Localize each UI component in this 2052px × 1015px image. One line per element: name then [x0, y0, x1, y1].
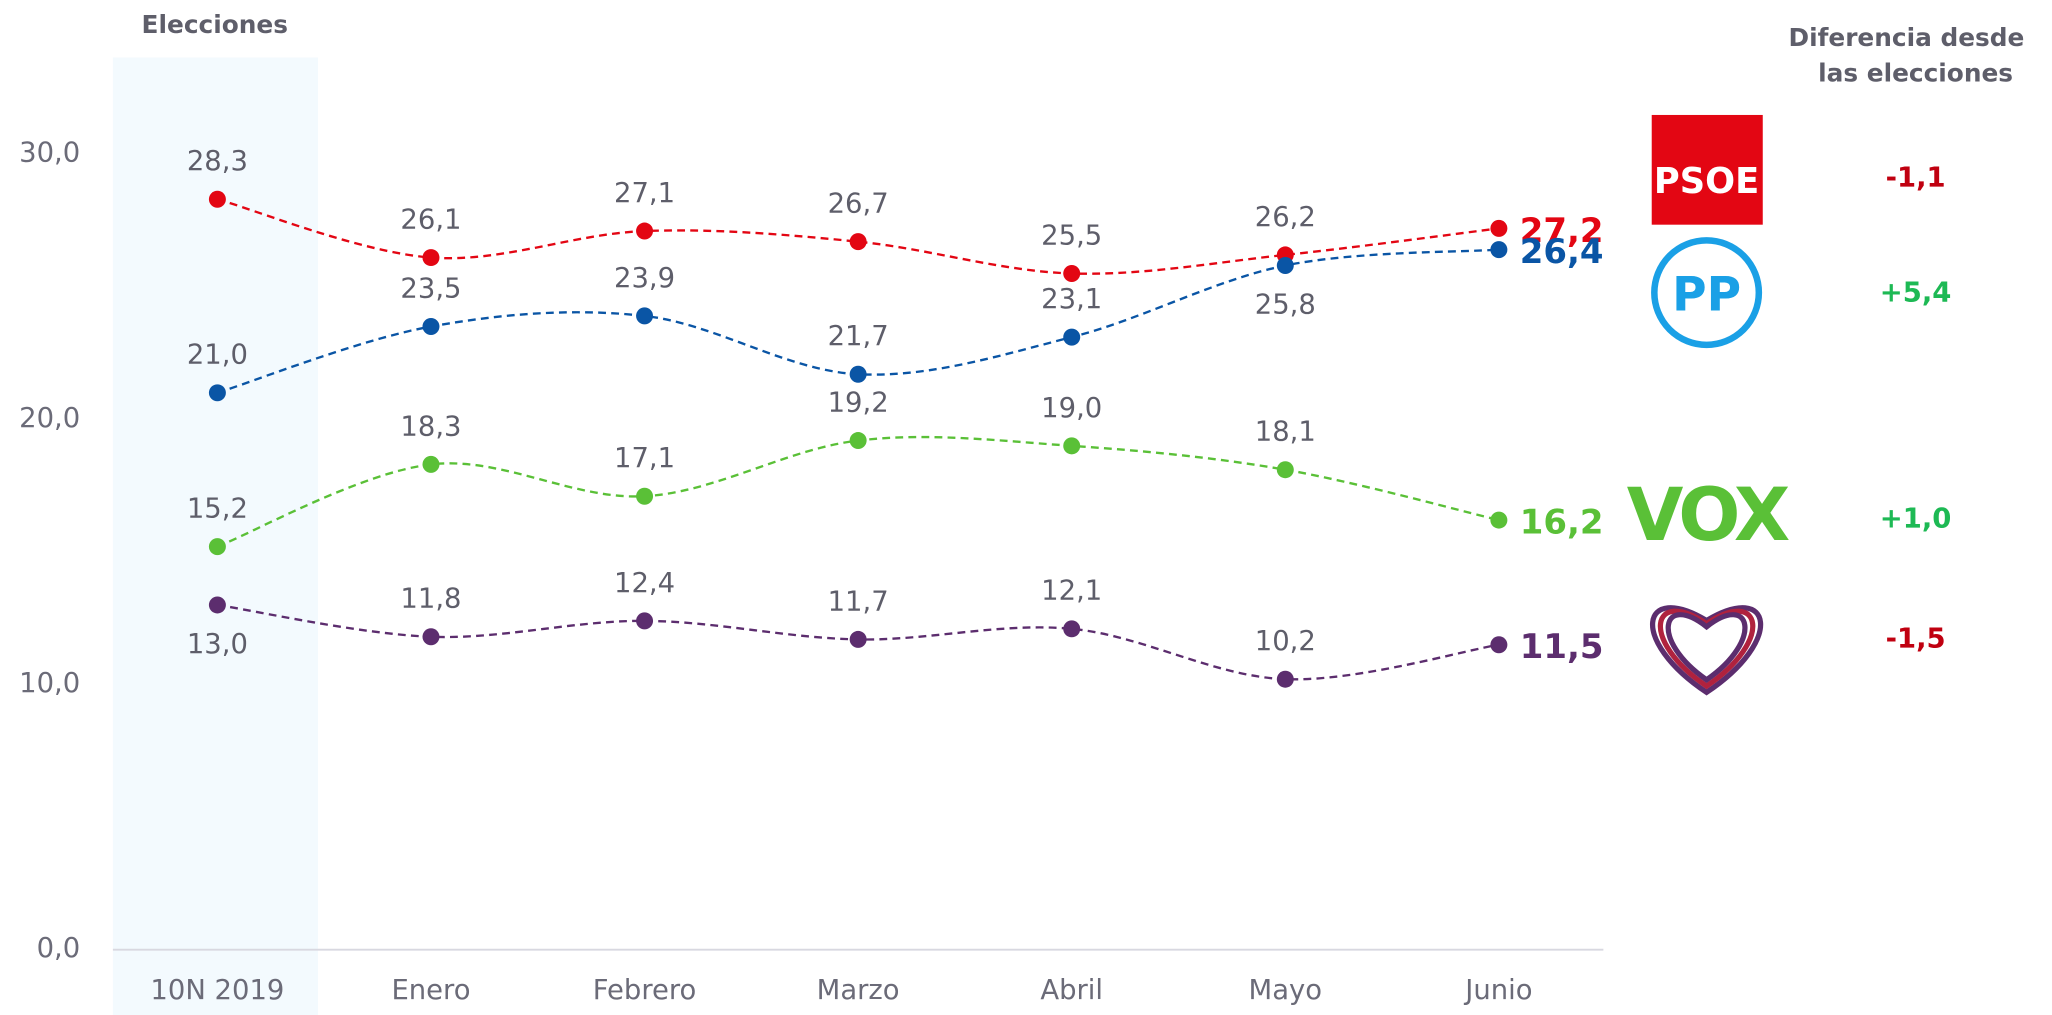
- logo-text: VOX: [1627, 473, 1789, 558]
- value-label: 23,1: [1041, 284, 1102, 315]
- x-tick-label: Febrero: [593, 975, 697, 1006]
- data-point: [1490, 511, 1508, 529]
- logo-text: PSOE: [1654, 161, 1759, 202]
- data-point: [1276, 461, 1294, 479]
- value-label: 12,1: [1041, 576, 1102, 607]
- value-label: 17,1: [614, 443, 675, 474]
- value-label: 12,4: [614, 568, 675, 599]
- value-label: 26,7: [828, 189, 889, 220]
- value-label: 11,8: [400, 584, 461, 615]
- logo-text: PP: [1672, 267, 1741, 322]
- data-point: [1276, 670, 1294, 688]
- data-point: [208, 538, 226, 556]
- value-label: 19,2: [828, 387, 889, 418]
- y-tick-label: 0,0: [37, 933, 81, 964]
- podemos-logo: [1665, 612, 1748, 683]
- data-point: [1490, 219, 1508, 237]
- value-label: 23,5: [400, 273, 461, 304]
- data-point: [208, 596, 226, 614]
- y-tick-label: 10,0: [19, 668, 80, 699]
- data-point: [208, 384, 226, 402]
- y-tick-label: 30,0: [19, 138, 80, 169]
- value-label: 26,1: [400, 204, 461, 235]
- value-label: 27,1: [614, 178, 675, 209]
- data-point: [636, 487, 654, 505]
- x-tick-label: 10N 2019: [150, 975, 284, 1006]
- data-point: [1063, 328, 1081, 346]
- value-label: 21,0: [187, 340, 248, 371]
- data-point: [422, 628, 440, 646]
- value-label: 11,7: [828, 586, 889, 617]
- value-label: 26,2: [1255, 202, 1316, 233]
- x-tick-label: Mayo: [1249, 975, 1322, 1006]
- value-label: 19,0: [1041, 393, 1102, 424]
- data-point: [1276, 257, 1294, 275]
- value-label: 18,1: [1255, 417, 1316, 448]
- value-label: 13,0: [187, 629, 248, 660]
- x-tick-label: Enero: [391, 975, 470, 1006]
- data-point: [1063, 437, 1081, 455]
- value-label: 21,7: [828, 321, 889, 352]
- value-label: 25,5: [1041, 220, 1102, 251]
- header-right: Diferencia desde: [1789, 23, 2025, 52]
- value-label: 10,2: [1255, 626, 1316, 657]
- data-point: [849, 630, 867, 648]
- value-label: 28,3: [187, 146, 248, 177]
- series-line: [216, 435, 1500, 548]
- data-point: [849, 233, 867, 251]
- difference-label: +1,0: [1880, 503, 1952, 534]
- data-point: [636, 307, 654, 325]
- value-label: 18,3: [400, 411, 461, 442]
- data-point: [636, 222, 654, 240]
- header-right: las elecciones: [1818, 58, 2013, 87]
- x-tick-label: Marzo: [817, 975, 900, 1006]
- difference-label: +5,4: [1880, 277, 1952, 308]
- x-tick-label: Abril: [1040, 975, 1103, 1006]
- last-value-label: 11,5: [1520, 627, 1604, 667]
- data-point: [1063, 264, 1081, 282]
- data-point: [636, 612, 654, 630]
- data-point: [849, 432, 867, 450]
- data-point: [422, 318, 440, 336]
- election-band: [112, 57, 318, 1015]
- value-label: 23,9: [614, 263, 675, 294]
- last-value-label: 27,2: [1520, 211, 1604, 251]
- x-tick-label: Junio: [1463, 975, 1532, 1006]
- data-point: [1490, 241, 1508, 259]
- psoe-logo: [1651, 114, 1763, 225]
- data-point: [422, 455, 440, 473]
- data-point: [849, 365, 867, 383]
- pp-logo: [1651, 237, 1763, 349]
- difference-label: -1,5: [1886, 624, 1946, 655]
- y-tick-label: 20,0: [19, 403, 80, 434]
- data-point: [1063, 620, 1081, 638]
- header-left: Elecciones: [142, 10, 288, 39]
- last-value-label: 16,2: [1520, 503, 1604, 543]
- value-label: 25,8: [1255, 290, 1316, 321]
- data-point: [422, 249, 440, 267]
- data-point: [1490, 636, 1508, 654]
- difference-label: -1,1: [1886, 162, 1946, 193]
- last-value-label: 26,4: [1520, 232, 1604, 272]
- value-label: 15,2: [187, 494, 248, 525]
- data-point: [208, 190, 226, 208]
